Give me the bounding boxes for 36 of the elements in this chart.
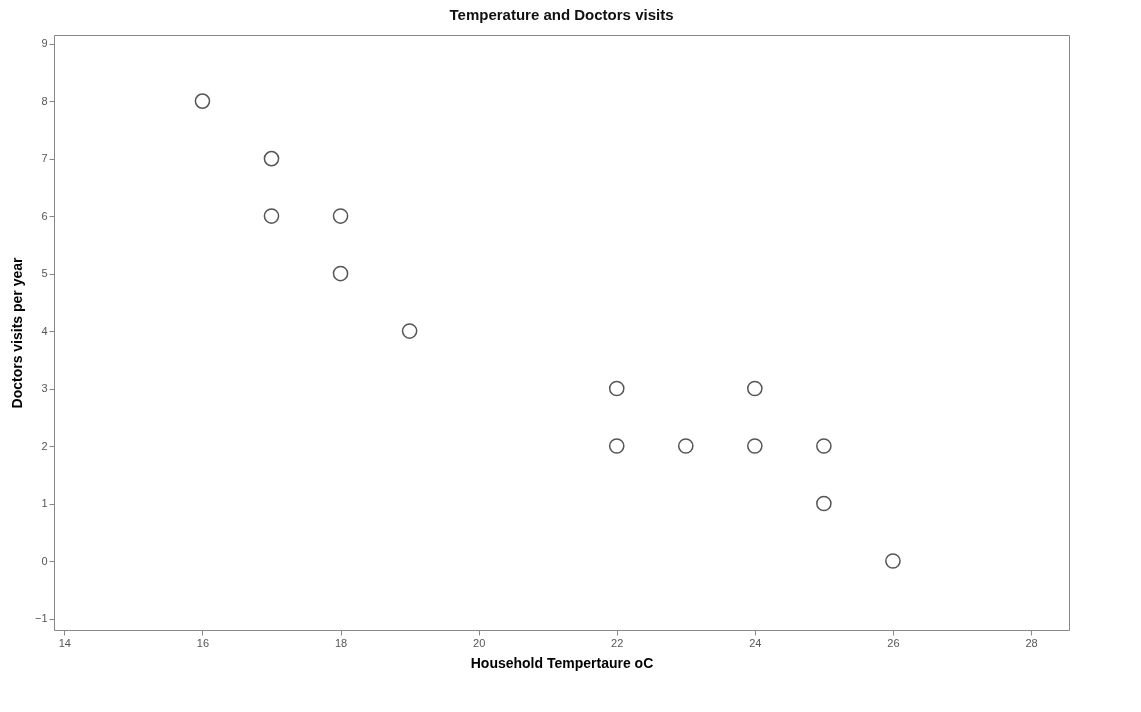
point	[332, 265, 349, 282]
x-tick-label: 26	[887, 636, 900, 649]
point	[263, 150, 280, 167]
y-tick-label: 7	[41, 152, 48, 165]
x-tick-label: 16	[196, 636, 210, 649]
point	[608, 380, 625, 397]
y-tick-label: 2	[41, 439, 48, 452]
point	[816, 438, 832, 454]
x-tick-label: 28	[1025, 636, 1038, 649]
y-axis-title: Doctors visits per year	[8, 256, 25, 409]
x-tick-label: 22	[611, 636, 624, 649]
point	[677, 438, 694, 454]
y-tick-label: −1	[34, 612, 48, 624]
chart-title: Temperature and Doctors visits	[449, 6, 674, 23]
x-tick-label: 18	[334, 636, 348, 649]
point	[263, 208, 280, 224]
y-tick-label: 9	[41, 37, 48, 50]
x-axis-title: Household Tempertaure oC	[470, 654, 654, 671]
y-tick-label: 5	[41, 267, 48, 280]
point	[885, 553, 901, 569]
y-tick-label: 6	[41, 209, 48, 222]
x-tick-label: 14	[58, 636, 71, 649]
y-tick-label: 1	[41, 497, 48, 510]
point	[816, 495, 832, 512]
point	[194, 93, 211, 109]
y-tick-label: 0	[41, 554, 48, 567]
y-tick-label: 4	[41, 324, 48, 337]
point	[401, 323, 418, 339]
point	[608, 438, 625, 454]
point	[747, 380, 763, 397]
x-tick-label: 24	[749, 636, 762, 649]
x-tick-label: 20	[473, 636, 486, 649]
y-tick-label: 8	[41, 94, 48, 107]
y-tick-label: 3	[41, 382, 48, 395]
point	[747, 438, 763, 454]
point	[332, 208, 349, 224]
